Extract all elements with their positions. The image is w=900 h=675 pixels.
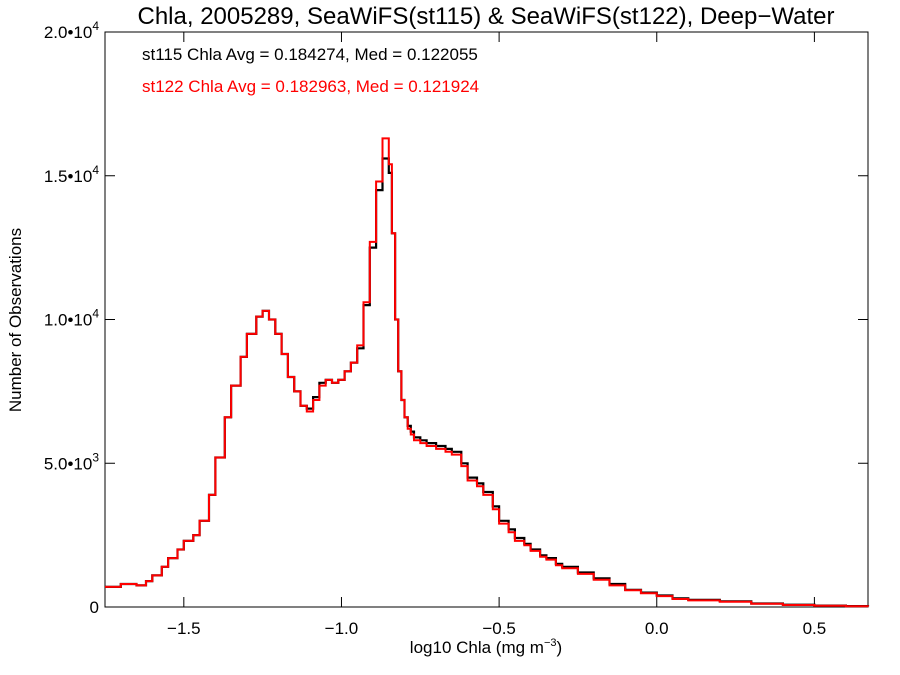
y-tick-label: 5.0•103 bbox=[44, 450, 100, 473]
x-axis-ticks: −1.5 −1.0 −0.5 0.0 0.5 bbox=[167, 32, 826, 638]
x-tick-label: 0.5 bbox=[803, 619, 827, 638]
x-tick-label: −1.0 bbox=[325, 619, 359, 638]
y-tick-label: 1.0•104 bbox=[44, 307, 100, 330]
st115-stats-annotation: st115 Chla Avg = 0.184274, Med = 0.12205… bbox=[142, 45, 478, 64]
x-tick-label: −0.5 bbox=[482, 619, 516, 638]
x-axis-label: log10 Chla (mg m−3) bbox=[410, 637, 562, 657]
x-tick-label: 0.0 bbox=[645, 619, 669, 638]
y-axis-ticks: 0 5.0•103 1.0•104 1.5•104 2.0•104 bbox=[44, 19, 868, 617]
y-axis-label: Number of Observations bbox=[6, 228, 25, 412]
plot-frame bbox=[104, 31, 869, 608]
x-tick-label: −1.5 bbox=[167, 619, 201, 638]
chart-title: Chla, 2005289, SeaWiFS(st115) & SeaWiFS(… bbox=[138, 3, 835, 30]
st122-stats-annotation: st122 Chla Avg = 0.182963, Med = 0.12192… bbox=[142, 77, 479, 96]
y-tick-label: 2.0•104 bbox=[44, 19, 100, 42]
y-tick-label: 1.5•104 bbox=[44, 163, 100, 186]
st122-histogram-line bbox=[105, 137, 869, 608]
y-tick-label: 0 bbox=[90, 598, 99, 617]
st115-histogram-line bbox=[105, 157, 870, 608]
histogram-series bbox=[105, 137, 870, 608]
